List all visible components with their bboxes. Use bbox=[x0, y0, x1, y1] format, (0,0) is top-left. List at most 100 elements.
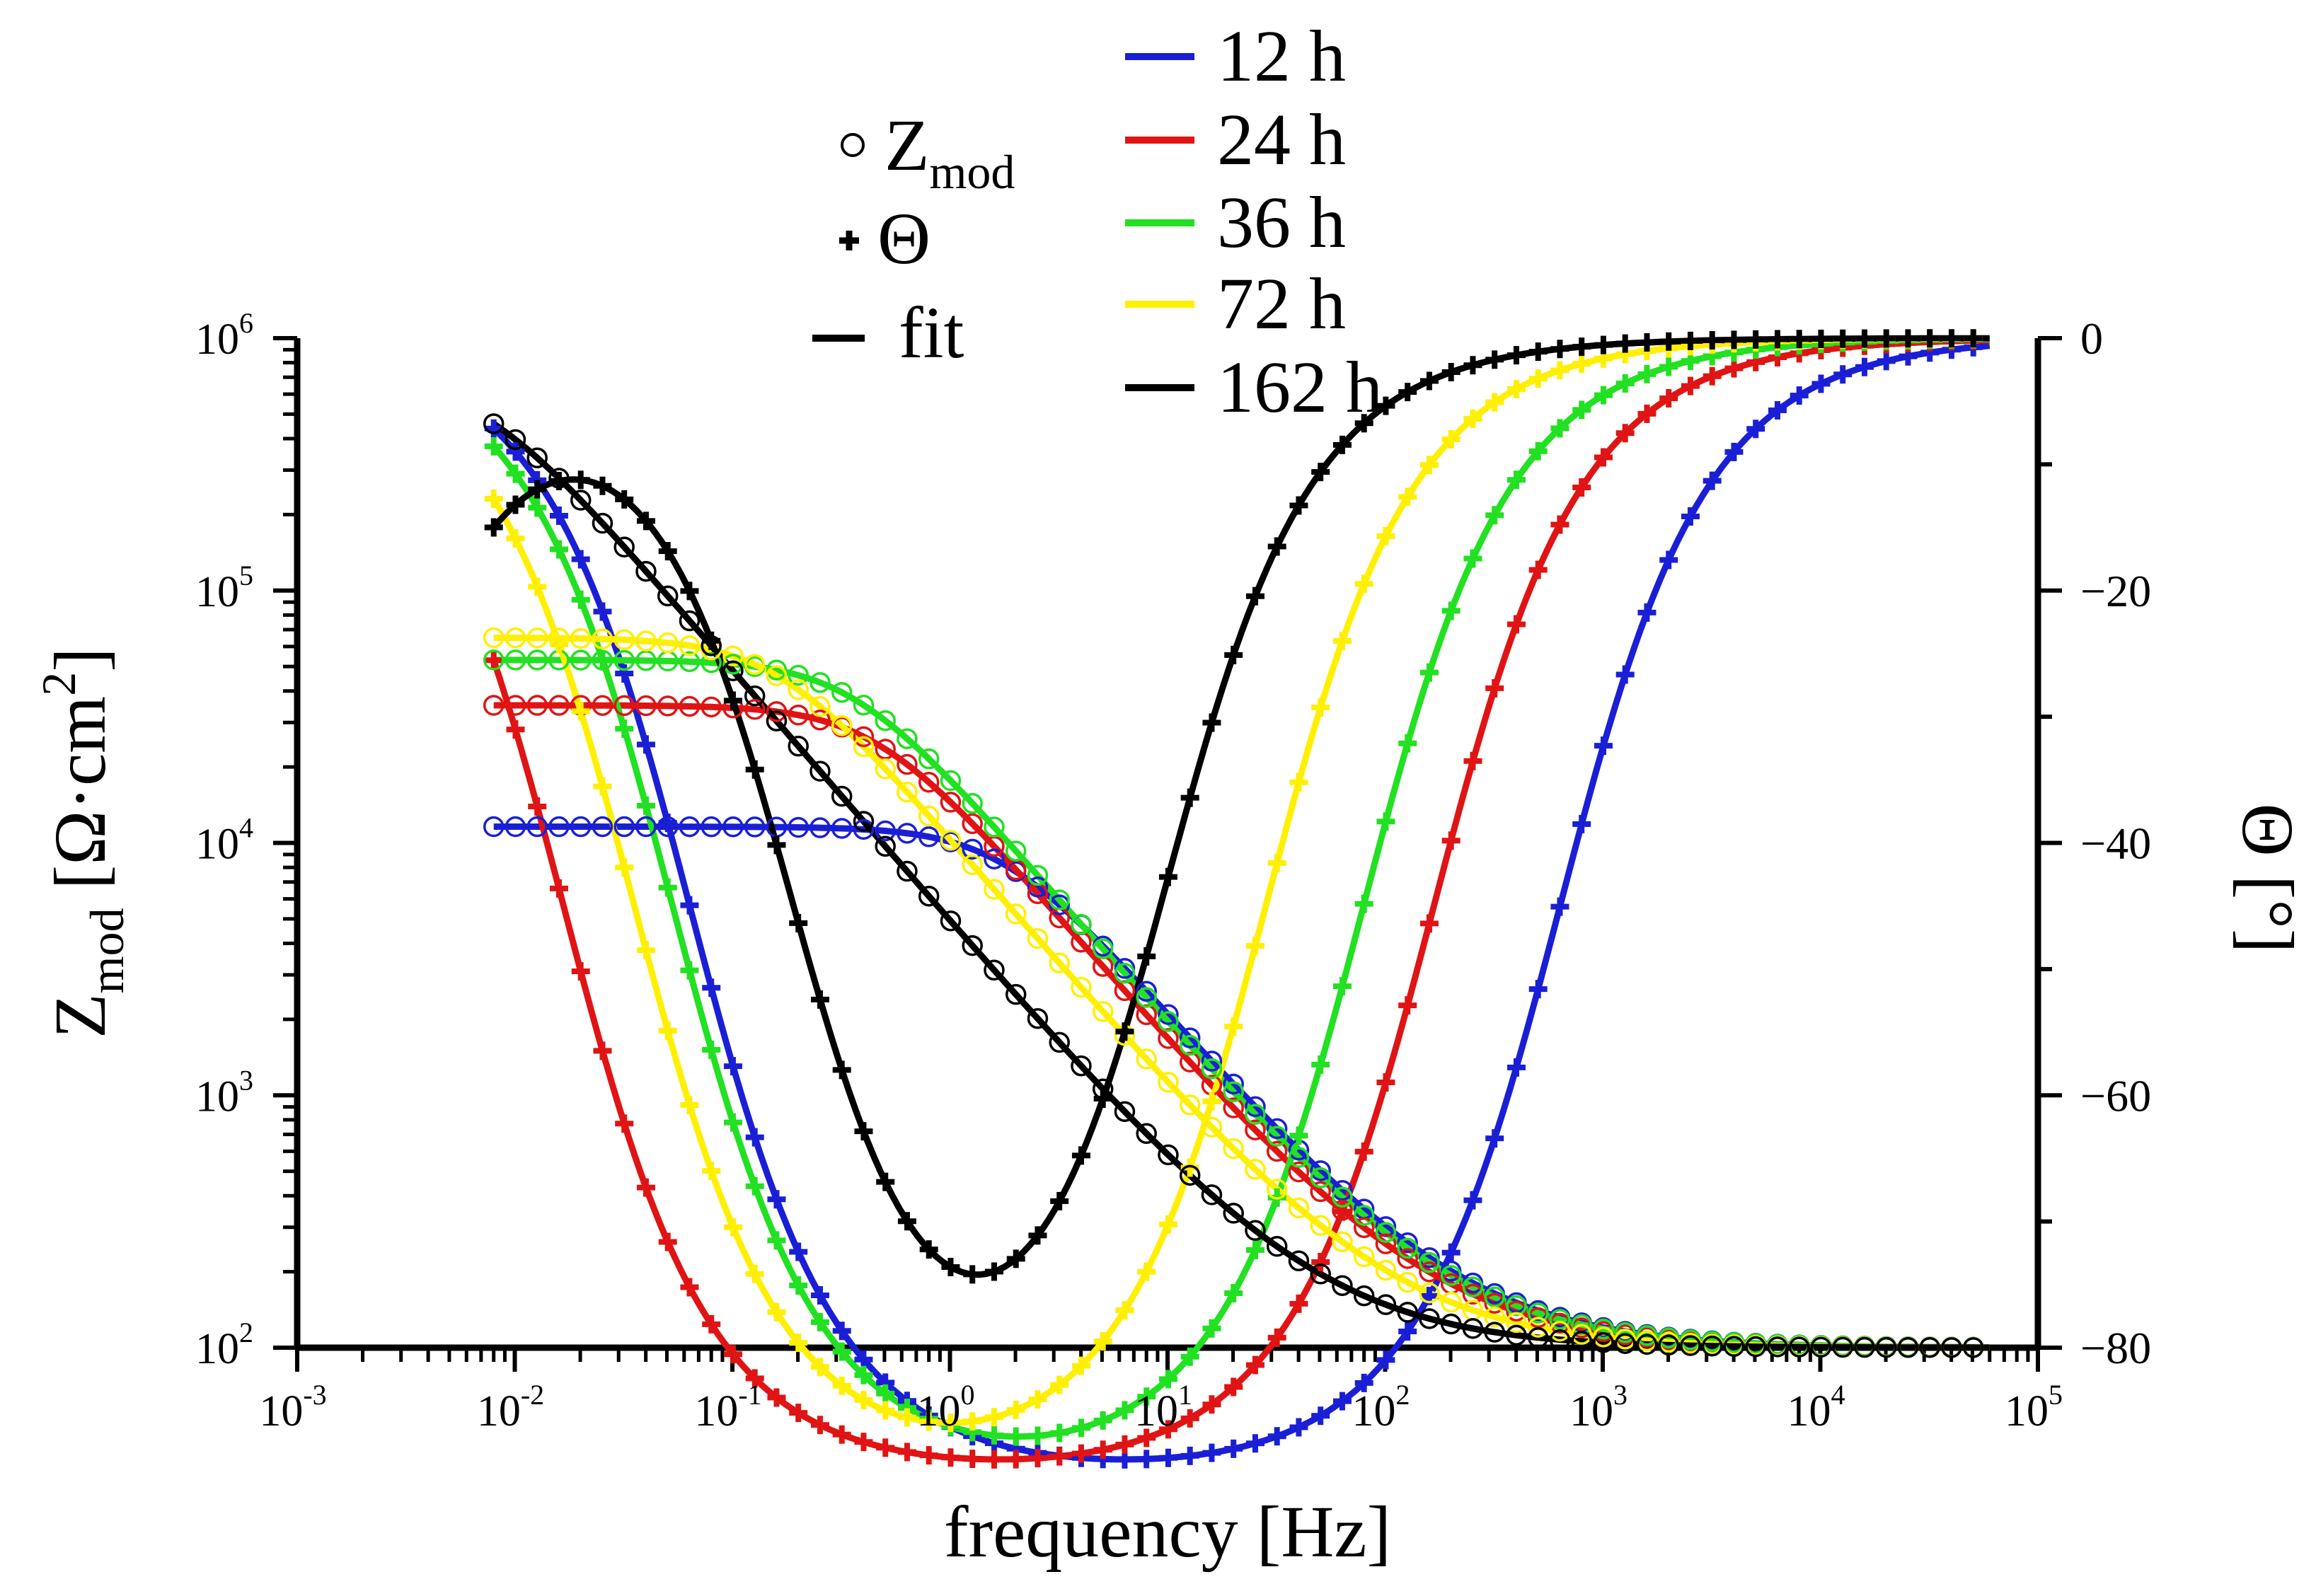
zmod-point-12h bbox=[853, 819, 875, 840]
theta-point-72h bbox=[1550, 361, 1569, 380]
zmod-point-36h bbox=[1071, 913, 1092, 935]
theta-point-162h bbox=[1920, 329, 1940, 348]
zmod-point-162h bbox=[1310, 1264, 1331, 1285]
theta-point-72h bbox=[1093, 1332, 1112, 1351]
zmod-point-162h bbox=[788, 735, 809, 757]
theta-point-36h bbox=[1028, 1426, 1047, 1445]
zmod-point-24h bbox=[918, 771, 940, 793]
theta-point-36h bbox=[549, 540, 568, 559]
theta-point-12h bbox=[1332, 1392, 1352, 1411]
zmod-point-162h bbox=[1114, 1101, 1136, 1122]
zmod-point-36h bbox=[635, 650, 657, 671]
zmod-point-162h bbox=[1462, 1318, 1484, 1339]
zmod-point-12h bbox=[1179, 1027, 1201, 1048]
zmod-point-162h bbox=[1419, 1308, 1440, 1329]
theta-point-24h bbox=[1419, 914, 1439, 933]
theta-point-72h bbox=[1485, 393, 1504, 412]
zmod-point-162h bbox=[1071, 1055, 1092, 1077]
theta-point-36h bbox=[1311, 1055, 1330, 1074]
theta-point-24h bbox=[1354, 1142, 1373, 1161]
theta-point-162h bbox=[680, 582, 699, 601]
theta-point-24h bbox=[1506, 615, 1526, 634]
zmod-point-24h bbox=[1223, 1097, 1244, 1118]
theta-point-72h bbox=[1289, 773, 1308, 792]
x-tick-label: 10-3 bbox=[259, 1379, 326, 1435]
theta-point-12h bbox=[1180, 1446, 1199, 1465]
zmod-point-12h bbox=[1158, 1004, 1179, 1025]
zmod-point-72h bbox=[984, 879, 1005, 900]
x-tick-label: 100 bbox=[917, 1379, 975, 1435]
zmod-point-36h bbox=[1179, 1034, 1201, 1056]
theta-point-36h bbox=[571, 590, 590, 609]
zmod-point-36h bbox=[505, 649, 526, 671]
theta-point-12h bbox=[745, 1128, 764, 1147]
zmod-point-162h bbox=[1723, 1336, 1745, 1357]
zmod-point-12h bbox=[1049, 894, 1070, 915]
zmod-point-162h bbox=[1636, 1334, 1658, 1355]
theta-point-162h bbox=[1659, 332, 1678, 351]
zmod-point-162h bbox=[1614, 1333, 1636, 1354]
theta-fit-line-36h bbox=[491, 335, 1990, 1440]
zmod-point-36h bbox=[1636, 1325, 1658, 1346]
zmod-point-24h bbox=[635, 695, 657, 717]
theta-point-36h bbox=[745, 1176, 764, 1196]
zmod-point-72h bbox=[1397, 1271, 1418, 1293]
y-right-tick-label: −80 bbox=[2080, 1323, 2151, 1373]
zmod-point-36h bbox=[1484, 1286, 1505, 1308]
legend-label-12h: 12 h bbox=[1217, 16, 1346, 97]
zmod-point-36h bbox=[526, 649, 548, 671]
zmod-point-72h bbox=[766, 665, 788, 686]
theta-point-162h bbox=[854, 1122, 873, 1141]
theta-point-72h bbox=[832, 1376, 851, 1395]
theta-fit-line-162h bbox=[491, 335, 1990, 1278]
theta-point-72h bbox=[963, 1412, 982, 1431]
theta-point-36h bbox=[1572, 400, 1591, 420]
theta-point-24h bbox=[897, 1442, 916, 1462]
theta-point-12h bbox=[1768, 401, 1787, 420]
zmod-point-162h bbox=[570, 490, 592, 511]
zmod-point-162h bbox=[744, 685, 766, 707]
theta-point-36h bbox=[1245, 1240, 1264, 1259]
theta-point-162h bbox=[723, 691, 742, 710]
theta-point-162h bbox=[1550, 340, 1569, 359]
theta-point-12h bbox=[1289, 1418, 1308, 1437]
theta-point-36h bbox=[1463, 549, 1482, 568]
zmod-point-162h bbox=[1767, 1336, 1788, 1358]
theta-point-12h bbox=[636, 735, 655, 754]
zmod-point-162h bbox=[1810, 1336, 1832, 1358]
theta-point-72h bbox=[941, 1413, 960, 1433]
y-right-tick-label: −60 bbox=[2080, 1070, 2151, 1121]
theta-point-36h bbox=[636, 796, 655, 815]
zmod-point-72h bbox=[1005, 903, 1027, 925]
theta-point-24h bbox=[1267, 1328, 1286, 1347]
zmod-point-24h bbox=[657, 695, 679, 717]
zmod-point-36h bbox=[679, 651, 701, 673]
theta-point-24h bbox=[1050, 1447, 1069, 1466]
theta-point-24h bbox=[702, 1314, 721, 1334]
zmod-point-72h bbox=[1419, 1282, 1440, 1304]
zmod-point-72h bbox=[853, 736, 875, 758]
zmod-point-24h bbox=[701, 696, 722, 718]
theta-point-162h bbox=[1224, 645, 1243, 664]
theta-point-162h bbox=[615, 490, 634, 509]
theta-point-162h bbox=[1050, 1191, 1069, 1210]
theta-point-24h bbox=[854, 1433, 873, 1452]
zmod-point-24h bbox=[1353, 1217, 1375, 1239]
theta-point-24h bbox=[767, 1388, 786, 1407]
theta-point-36h bbox=[1615, 374, 1635, 393]
theta-point-72h bbox=[1311, 698, 1330, 717]
zmod-point-162h bbox=[984, 959, 1005, 981]
theta-point-24h bbox=[1594, 448, 1613, 467]
zmod-point-36h bbox=[1419, 1251, 1440, 1273]
theta-point-12h bbox=[549, 507, 568, 526]
theta-point-24h bbox=[1289, 1294, 1308, 1313]
zmod-point-72h bbox=[897, 781, 918, 803]
theta-point-36h bbox=[854, 1365, 873, 1384]
zmod-point-162h bbox=[831, 785, 853, 807]
theta-point-162h bbox=[1398, 383, 1417, 402]
zmod-point-36h bbox=[875, 710, 896, 732]
theta-point-12h bbox=[1224, 1439, 1243, 1458]
theta-point-12h bbox=[506, 442, 525, 461]
legend-zmod-label: Zmod bbox=[885, 105, 1015, 199]
x-tick-label: 10-2 bbox=[477, 1379, 544, 1435]
